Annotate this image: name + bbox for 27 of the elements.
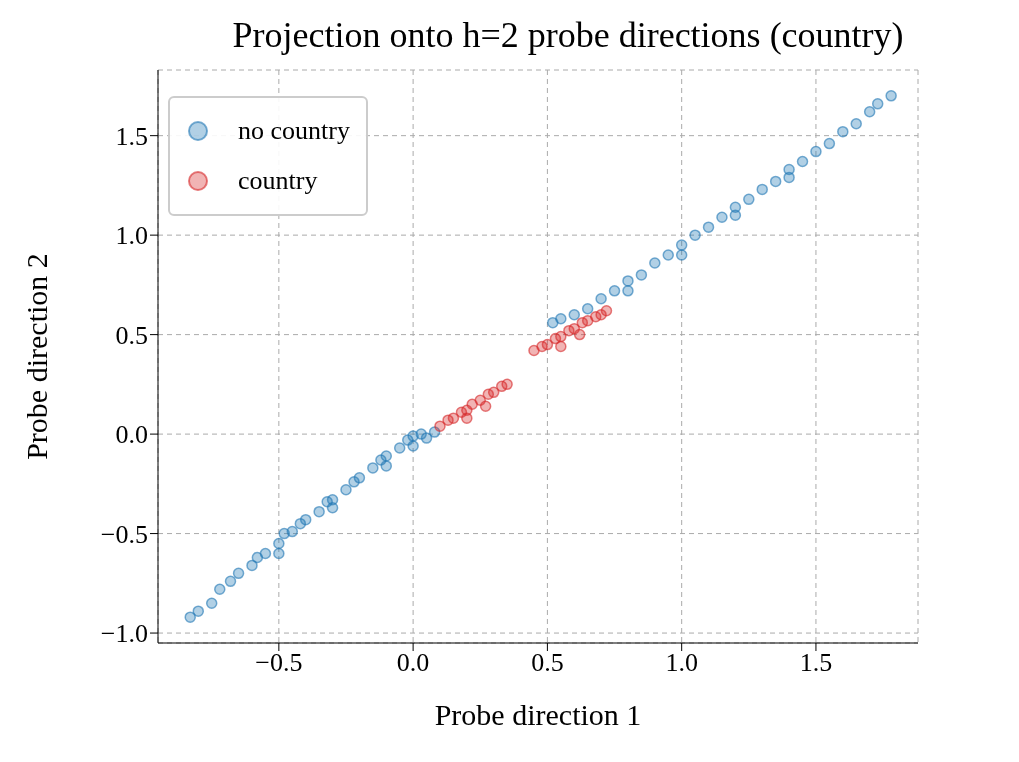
- y-tick-label: −0.5: [100, 519, 148, 549]
- legend-label: no country: [238, 116, 350, 146]
- point: [541, 338, 554, 351]
- point: [461, 412, 473, 424]
- point: [501, 378, 513, 391]
- y-axis-title: Probe direction 2: [19, 253, 53, 460]
- x-tick-label: 1.0: [665, 648, 698, 678]
- y-tick-label: −1.0: [100, 619, 148, 649]
- x-axis-title: Probe direction 1: [434, 698, 642, 731]
- y-tick-label: 0.5: [115, 320, 148, 350]
- x-tick-label: 1.5: [799, 648, 833, 678]
- point: [573, 328, 586, 341]
- point: [487, 386, 500, 399]
- point: [434, 420, 446, 432]
- legend-label: country: [238, 166, 318, 196]
- y-tick-label: 0.0: [115, 420, 148, 450]
- x-tick-label: −0.5: [255, 648, 303, 678]
- chart-title: Projection onto h=2 probe directions (country): [231, 14, 905, 56]
- x-tick-label: 0.5: [531, 648, 564, 678]
- point: [479, 400, 492, 412]
- y-tick-label: 1.0: [115, 221, 148, 251]
- point: [447, 412, 460, 424]
- point: [555, 330, 567, 343]
- x-tick-label: 0.0: [396, 648, 430, 678]
- point: [600, 304, 613, 317]
- point: [555, 340, 567, 353]
- y-tick-label: 1.5: [115, 121, 148, 151]
